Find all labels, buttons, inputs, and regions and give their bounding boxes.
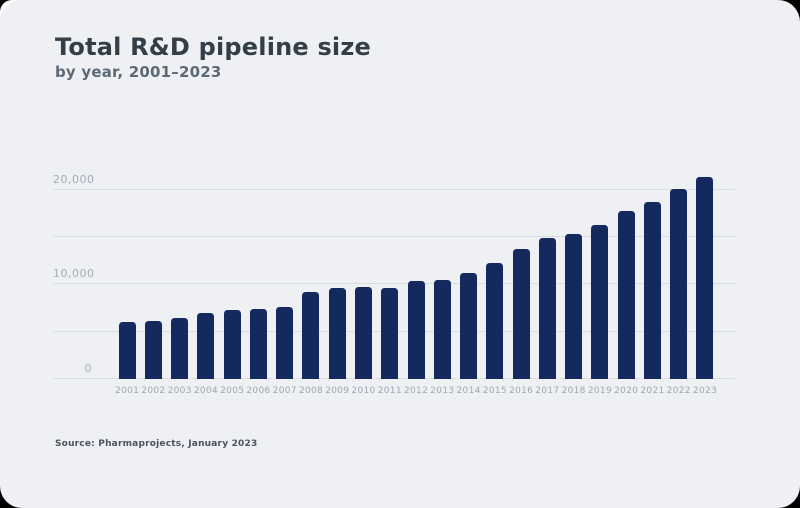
- gridline-15000: [53, 236, 735, 238]
- x-tick-label-2022: 2022: [666, 386, 691, 396]
- bar-chart-plot-area: 0 10,000 20,000: [53, 167, 735, 379]
- bars-row: [114, 167, 718, 379]
- x-tick-label-2021: 2021: [640, 386, 665, 396]
- bar-2023: [696, 177, 714, 379]
- x-tick-label-2019: 2019: [587, 386, 612, 396]
- x-tick-label-2017: 2017: [535, 386, 560, 396]
- bar-column-2014: [455, 167, 481, 379]
- bar-column-2010: [350, 167, 376, 379]
- bar-2015: [486, 262, 504, 379]
- bar-column-2013: [429, 167, 455, 379]
- bar-2014: [460, 272, 478, 379]
- x-tick-label-2011: 2011: [377, 386, 402, 396]
- x-tick-label-2014: 2014: [456, 386, 481, 396]
- bar-2021: [643, 202, 661, 379]
- bar-2011: [381, 287, 399, 379]
- bar-column-2012: [403, 167, 429, 379]
- bar-column-2004: [193, 167, 219, 379]
- x-tick-label-2009: 2009: [325, 386, 350, 396]
- bar-2008: [302, 291, 320, 379]
- bar-column-2020: [613, 167, 639, 379]
- bar-column-2015: [482, 167, 508, 379]
- bar-column-2018: [561, 167, 587, 379]
- bar-column-2007: [272, 167, 298, 379]
- chart-title: Total R&D pipeline size: [55, 33, 372, 61]
- bar-column-2023: [692, 167, 718, 379]
- bar-2013: [433, 280, 451, 379]
- x-tick-label-2001: 2001: [115, 386, 140, 396]
- x-tick-label-2002: 2002: [141, 386, 166, 396]
- bar-2009: [328, 288, 346, 379]
- bar-2010: [355, 287, 373, 379]
- y-tick-label-0: 0: [84, 362, 92, 375]
- gridline-10000: [53, 283, 735, 285]
- x-tick-label-2003: 2003: [167, 386, 192, 396]
- chart-subtitle: by year, 2001–2023: [55, 63, 222, 81]
- x-axis-label-row: 2001 2002 2003 2004 2005 2006 2007 2008 2009 2010…: [114, 386, 718, 396]
- bar-column-2017: [534, 167, 560, 379]
- bar-2012: [407, 280, 425, 379]
- bar-column-2021: [639, 167, 665, 379]
- x-tick-label-2016: 2016: [509, 386, 534, 396]
- x-tick-label-2005: 2005: [220, 386, 245, 396]
- bar-2022: [670, 188, 688, 379]
- bar-2019: [591, 225, 609, 379]
- x-tick-label-2020: 2020: [614, 386, 639, 396]
- bar-2006: [249, 308, 267, 379]
- bar-column-2016: [508, 167, 534, 379]
- x-tick-label-2007: 2007: [272, 386, 297, 396]
- x-tick-label-2013: 2013: [430, 386, 455, 396]
- bar-column-2005: [219, 167, 245, 379]
- x-tick-label-2012: 2012: [404, 386, 429, 396]
- bar-column-2001: [114, 167, 140, 379]
- y-tick-label-20000: 20,000: [53, 172, 95, 186]
- bar-column-2009: [324, 167, 350, 379]
- gridline-20000: [53, 188, 735, 190]
- x-tick-label-2004: 2004: [193, 386, 218, 396]
- bar-column-2011: [377, 167, 403, 379]
- bar-column-2019: [587, 167, 613, 379]
- bar-2001: [118, 322, 136, 379]
- y-tick-label-10000: 10,000: [53, 267, 95, 281]
- x-tick-label-2008: 2008: [298, 386, 324, 396]
- bar-column-2002: [140, 167, 166, 379]
- bar-2007: [276, 306, 294, 379]
- bar-column-2008: [298, 167, 324, 379]
- bar-column-2006: [245, 167, 271, 379]
- x-tick-label-2006: 2006: [246, 386, 271, 396]
- bar-2016: [512, 248, 530, 379]
- bar-2002: [144, 320, 162, 379]
- bar-column-2022: [666, 167, 692, 379]
- bar-2004: [197, 312, 215, 379]
- x-tick-label-2018: 2018: [561, 386, 586, 396]
- bar-2020: [617, 210, 635, 379]
- bar-2003: [171, 318, 189, 379]
- bar-2018: [565, 233, 583, 379]
- bar-2017: [538, 237, 556, 379]
- bar-2005: [223, 310, 241, 379]
- x-tick-label-2023: 2023: [692, 386, 718, 396]
- x-tick-label-2015: 2015: [482, 386, 507, 396]
- x-tick-label-2010: 2010: [351, 386, 376, 396]
- bar-column-2003: [167, 167, 193, 379]
- source-note: Source: Pharmaprojects, January 2023: [55, 439, 258, 449]
